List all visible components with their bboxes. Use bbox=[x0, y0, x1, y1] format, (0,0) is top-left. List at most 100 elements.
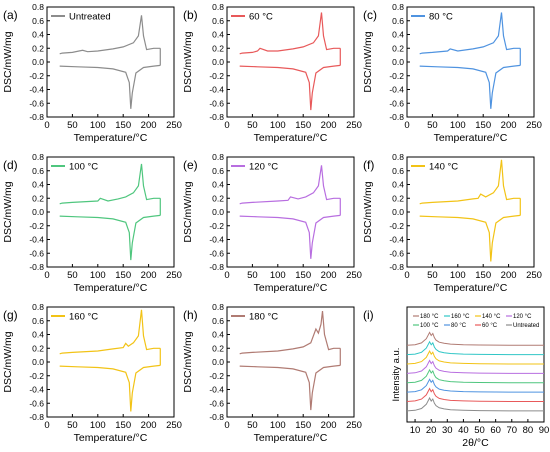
legend-label: 160 °C bbox=[451, 314, 470, 320]
legend-label: 120 °C bbox=[249, 162, 278, 173]
y-tick-label: -0.4 bbox=[389, 85, 404, 95]
x-tick-label: 200 bbox=[141, 270, 157, 281]
x-tick-label: 250 bbox=[526, 270, 542, 281]
y-tick-label: -0.4 bbox=[389, 235, 404, 245]
y-tick-label: -0.2 bbox=[209, 221, 224, 231]
y-tick-label: -0.8 bbox=[209, 112, 224, 122]
y-tick-label: 0.4 bbox=[212, 330, 224, 340]
legend-label: 100 °C bbox=[420, 323, 439, 329]
x-axis-label: Temperature/°C bbox=[434, 282, 508, 294]
dsc-curve-heating bbox=[59, 309, 161, 355]
x-tick-label: 150 bbox=[475, 120, 491, 131]
x-tick-label: 100 bbox=[90, 270, 106, 281]
x-axis-label: Temperature/°C bbox=[254, 282, 328, 294]
y-tick-label: -0.6 bbox=[389, 248, 404, 258]
y-tick-label: 0.6 bbox=[32, 166, 44, 176]
y-tick-label: -0.2 bbox=[389, 221, 404, 231]
x-tick-label: 150 bbox=[115, 120, 131, 131]
chart-panel: (g) 0 50 100 150 200 250 Temperature/°C -0.8 -0.6… bbox=[2, 302, 182, 444]
x-axis-label: Temperature/°C bbox=[254, 432, 328, 444]
x-axis-label: Temperature/°C bbox=[74, 132, 148, 144]
chart-panel: (c) 0 50 100 150 200 250 Temperature/°C -0.8 -0.6… bbox=[362, 2, 542, 144]
x-tick-label: 30 bbox=[442, 425, 453, 436]
dsc-curve-cooling bbox=[419, 64, 521, 109]
legend-label: 100 °C bbox=[69, 162, 98, 173]
y-axis-label: DSC/mW/mg bbox=[362, 181, 374, 242]
y-axis-label: DSC/mW/mg bbox=[182, 331, 194, 392]
x-tick-label: 20 bbox=[426, 425, 437, 436]
y-tick-label: -0.4 bbox=[29, 385, 44, 395]
y-tick-label: 0.6 bbox=[212, 16, 224, 26]
x-tick-label: 200 bbox=[321, 120, 337, 131]
y-tick-label: 0.6 bbox=[392, 166, 404, 176]
chart-panel: (a) 0 50 100 150 200 250 Temperature/°C -0.8 -0.6… bbox=[2, 2, 182, 144]
x-tick-label: 250 bbox=[346, 270, 362, 281]
chart-panel: (d) 0 50 100 150 200 250 Temperature/°C -0.8 -0.6… bbox=[2, 152, 182, 294]
y-tick-label: 0.4 bbox=[212, 180, 224, 190]
y-tick-label: -0.6 bbox=[29, 398, 44, 408]
x-tick-label: 200 bbox=[501, 270, 517, 281]
xrd-pattern bbox=[406, 350, 544, 365]
xrd-pattern bbox=[406, 359, 544, 374]
y-tick-label: 0.8 bbox=[212, 2, 224, 12]
y-tick-label: -0.6 bbox=[29, 98, 44, 108]
dsc-curve-cooling bbox=[59, 64, 161, 109]
y-axis-label: DSC/mW/mg bbox=[182, 31, 194, 92]
y-axis-label: DSC/mW/mg bbox=[2, 181, 14, 242]
x-tick-label: 0 bbox=[224, 420, 229, 431]
legend-label: 140 °C bbox=[482, 314, 501, 320]
x-tick-label: 200 bbox=[141, 120, 157, 131]
y-tick-label: 0.0 bbox=[212, 57, 224, 67]
panel-label: (f) bbox=[363, 158, 374, 172]
x-tick-label: 150 bbox=[295, 420, 311, 431]
dsc-curve-heating bbox=[419, 159, 521, 205]
dsc-curve-heating bbox=[59, 15, 161, 55]
y-tick-label: 0.2 bbox=[212, 193, 224, 203]
y-tick-label: -0.6 bbox=[209, 98, 224, 108]
x-tick-label: 100 bbox=[450, 270, 466, 281]
x-tick-label: 50 bbox=[247, 270, 258, 281]
chart-panel: (b) 0 50 100 150 200 250 Temperature/°C -0.8 -0.6… bbox=[182, 2, 362, 144]
chart-panel: (e) 0 50 100 150 200 250 Temperature/°C -0.8 -0.6… bbox=[182, 152, 362, 294]
x-tick-label: 100 bbox=[270, 420, 286, 431]
dsc-curve-cooling bbox=[59, 214, 161, 261]
plot-frame bbox=[226, 306, 355, 418]
y-tick-label: 0.0 bbox=[32, 357, 44, 367]
y-tick-label: -0.2 bbox=[29, 221, 44, 231]
x-tick-label: 200 bbox=[321, 270, 337, 281]
dsc-curve-cooling bbox=[59, 364, 161, 412]
legend-label: 180 °C bbox=[249, 312, 278, 323]
x-tick-label: 80 bbox=[523, 425, 534, 436]
y-tick-label: -0.2 bbox=[389, 71, 404, 81]
dsc-curve-heating bbox=[59, 163, 161, 205]
y-axis-label: DSC/mW/mg bbox=[182, 181, 194, 242]
plot-frame bbox=[46, 306, 175, 418]
x-tick-label: 100 bbox=[90, 120, 106, 131]
x-tick-label: 50 bbox=[247, 420, 258, 431]
chart-panel: (h) 0 50 100 150 200 250 Temperature/°C -0.8 -0.6… bbox=[182, 302, 362, 444]
y-tick-label: -0.8 bbox=[389, 262, 404, 272]
y-tick-label: -0.4 bbox=[209, 385, 224, 395]
y-tick-label: 0.0 bbox=[392, 207, 404, 217]
x-tick-label: 0 bbox=[404, 120, 409, 131]
x-tick-label: 50 bbox=[427, 270, 438, 281]
y-tick-label: 0.8 bbox=[212, 152, 224, 162]
plot-frame bbox=[46, 156, 175, 268]
x-tick-label: 200 bbox=[501, 120, 517, 131]
y-tick-label: 0.4 bbox=[392, 180, 404, 190]
dsc-curve-cooling bbox=[239, 64, 341, 111]
y-tick-label: 0.2 bbox=[392, 43, 404, 53]
xrd-pattern bbox=[406, 368, 544, 384]
y-axis-label: DSC/mW/mg bbox=[2, 331, 14, 392]
plot-frame bbox=[406, 6, 535, 118]
y-tick-label: 0.0 bbox=[32, 57, 44, 67]
x-tick-label: 50 bbox=[67, 420, 78, 431]
x-tick-label: 0 bbox=[44, 420, 49, 431]
y-tick-label: 0.4 bbox=[392, 30, 404, 40]
x-tick-label: 10 bbox=[410, 425, 421, 436]
legend-label: 160 °C bbox=[69, 312, 98, 323]
y-axis-label: Intensity a.u. bbox=[391, 348, 402, 402]
plot-frame bbox=[46, 6, 175, 118]
y-tick-label: 0.0 bbox=[212, 207, 224, 217]
y-tick-label: -0.4 bbox=[209, 85, 224, 95]
